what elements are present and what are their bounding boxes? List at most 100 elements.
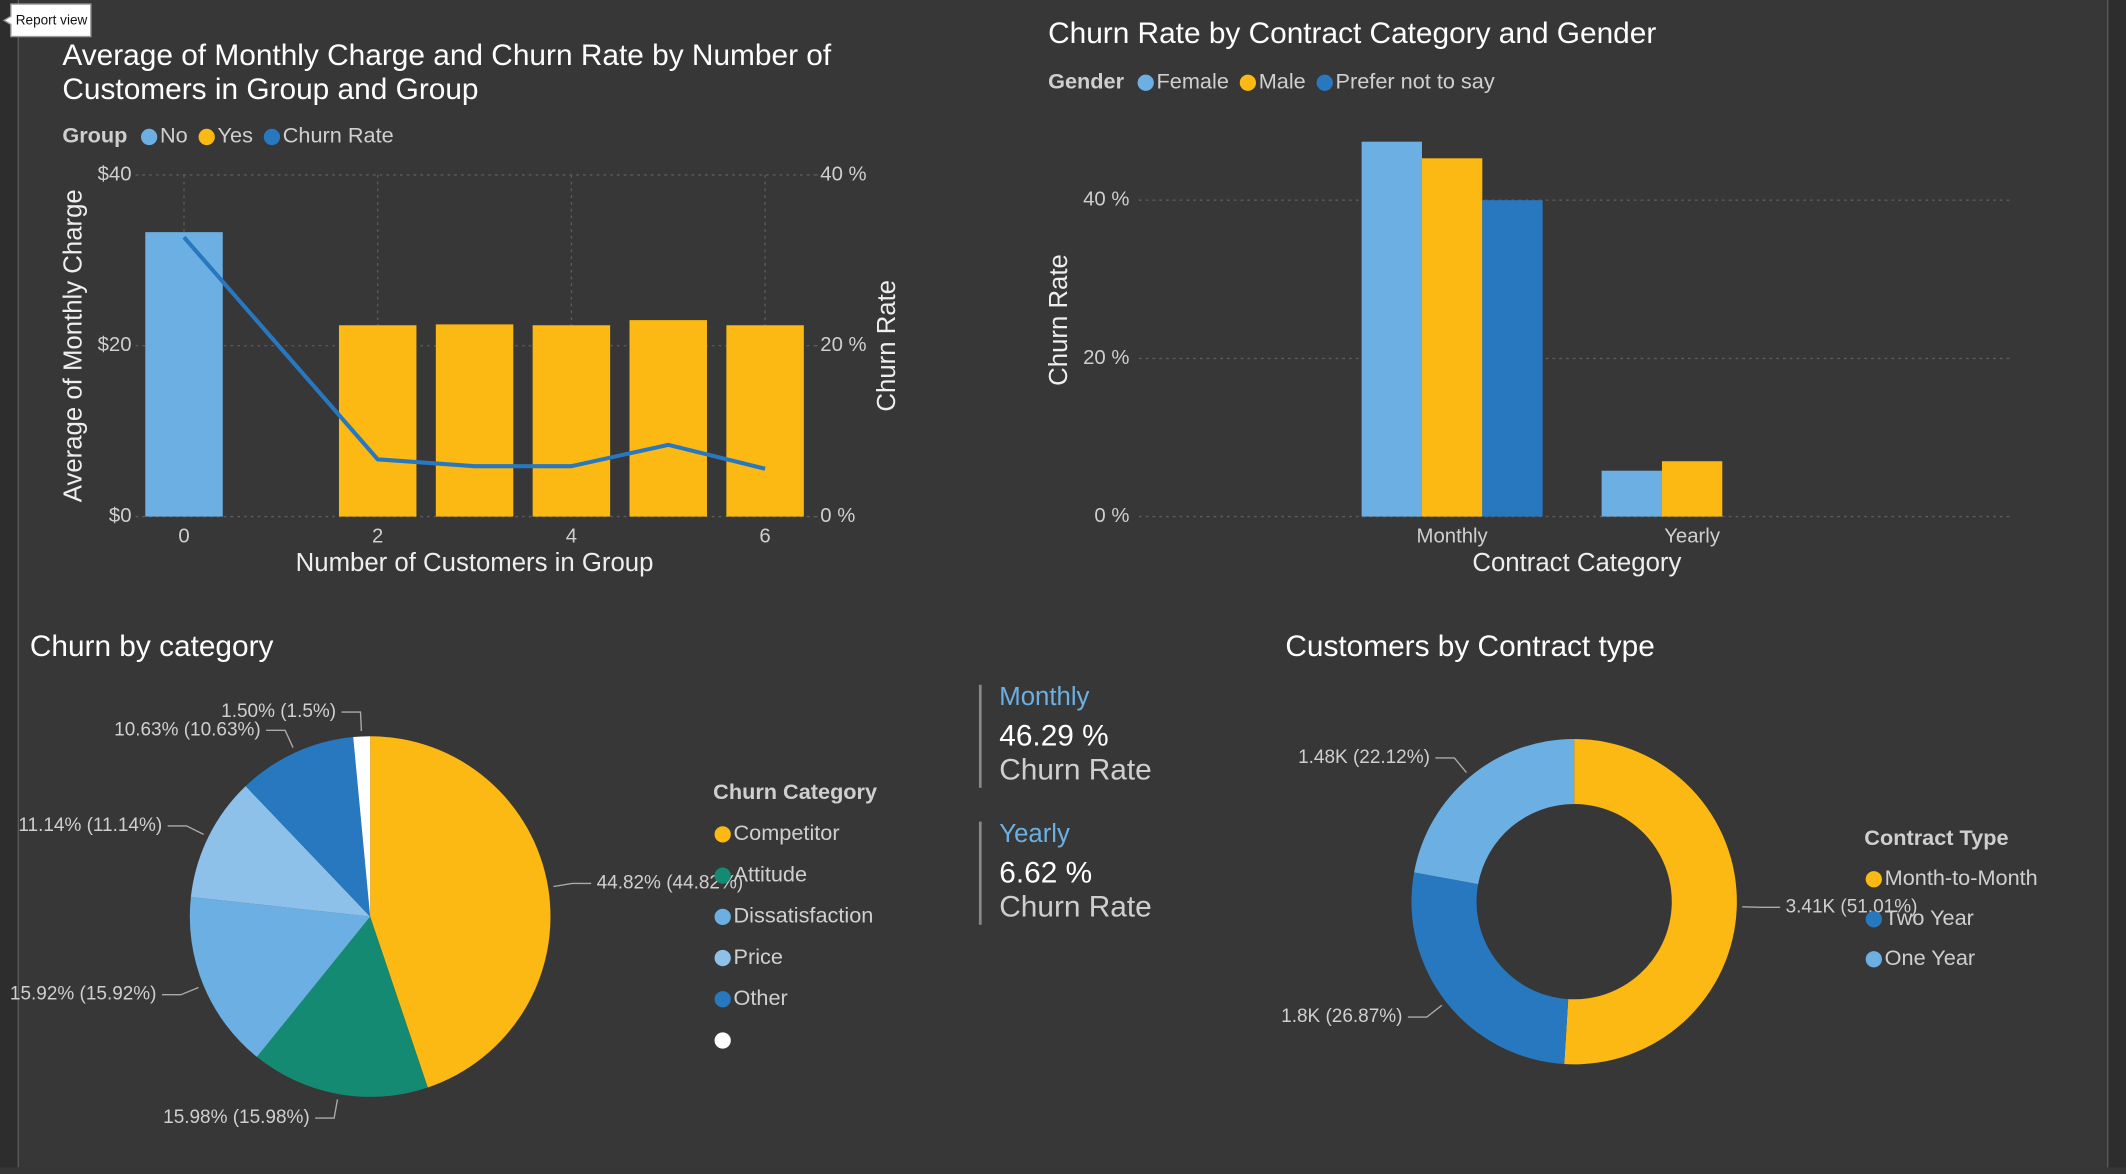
data-label: 1.8K (26.87%) xyxy=(1281,1006,1402,1027)
legend-marker xyxy=(1316,74,1333,91)
bar xyxy=(726,325,804,517)
leader-line xyxy=(266,729,294,748)
legend-title: Churn Category xyxy=(713,779,877,804)
donut-slice xyxy=(1564,738,1737,1065)
pie-slice xyxy=(189,897,371,1057)
leader-line xyxy=(553,882,592,888)
x-tick-label: Yearly xyxy=(1664,525,1721,547)
card-value: 6.62 % xyxy=(999,856,1092,889)
legend-label: Female xyxy=(1157,68,1229,93)
left-frame xyxy=(0,0,18,1168)
y2-tick-label: 20 % xyxy=(820,334,866,356)
pie-slice xyxy=(245,737,371,917)
bar xyxy=(1361,141,1422,517)
y2-tick-label: 40 % xyxy=(820,163,866,185)
card-title: Monthly xyxy=(999,683,1089,711)
legend-label: No xyxy=(160,123,188,148)
leader-line xyxy=(315,1099,339,1119)
chart-title: Churn Rate by Contract Category and Gend… xyxy=(1048,17,1656,50)
card-label: Churn Rate xyxy=(999,890,1151,923)
data-label: 1.50% (1.5%) xyxy=(221,701,336,722)
y-axis-title: Average of Monthly Charge xyxy=(59,189,87,502)
legend-marker xyxy=(140,128,158,146)
legend-marker xyxy=(714,1032,731,1049)
legend-title: Gender xyxy=(1048,68,1124,93)
legend-label: Dissatisfaction xyxy=(734,903,874,928)
legend-title: Contract Type xyxy=(1864,825,2008,850)
pie-slice xyxy=(370,736,551,1088)
legend-marker xyxy=(714,867,731,884)
legend-label: Month-to-Month xyxy=(1885,865,2038,890)
tooltip-box xyxy=(2,3,92,38)
line xyxy=(182,235,766,471)
legend-label: Price xyxy=(734,944,783,969)
legend-label: Prefer not to say xyxy=(1336,68,1495,93)
leader-line xyxy=(1407,1004,1443,1018)
leader-line xyxy=(161,986,199,996)
legend-label: Other xyxy=(734,985,788,1010)
legend-label: Competitor xyxy=(734,820,840,845)
x-tick-label: 0 xyxy=(178,525,189,547)
x-tick-label: 4 xyxy=(566,525,577,547)
bar xyxy=(338,325,417,517)
donut-slice xyxy=(1411,872,1569,1065)
y2-tick-label: 0 % xyxy=(820,505,855,527)
legend-marker xyxy=(1137,74,1154,91)
data-label: 10.63% (10.63%) xyxy=(114,719,261,740)
x-axis-title: Contract Category xyxy=(1472,549,1681,577)
legend-label: Male xyxy=(1259,68,1306,93)
pie-slice xyxy=(353,736,371,917)
bar xyxy=(1601,470,1662,517)
right-frame xyxy=(2107,0,2126,1168)
legend-marker xyxy=(714,908,731,925)
donut-slice xyxy=(1414,738,1575,885)
bar xyxy=(435,324,514,517)
legend-label: One Year xyxy=(1885,945,1975,970)
legend-marker xyxy=(1865,871,1882,888)
bar xyxy=(145,232,223,517)
x-tick-label: 6 xyxy=(759,525,770,547)
data-label: 44.82% (44.82%) xyxy=(597,872,744,893)
data-label: 15.98% (15.98%) xyxy=(163,1107,310,1128)
data-label: 1.48K (22.12%) xyxy=(1298,747,1430,768)
y-tick-label: $40 xyxy=(98,163,132,185)
chart-title: Average of Monthly Charge and Churn Rate… xyxy=(62,37,832,106)
chart-title-box: Average of Monthly Charge and Churn Rate… xyxy=(62,37,832,106)
legend-marker xyxy=(714,949,731,967)
leader-line xyxy=(167,825,204,835)
y-tick-label: $0 xyxy=(109,505,132,527)
card-label: Churn Rate xyxy=(999,753,1151,786)
bar xyxy=(1421,158,1483,517)
data-label: 15.92% (15.92%) xyxy=(10,984,157,1005)
card-value: 46.29 % xyxy=(999,719,1108,752)
bar xyxy=(1661,461,1723,517)
legend-label: Yes xyxy=(218,123,254,148)
legend-label: Attitude xyxy=(734,861,808,886)
data-label: 11.14% (11.14%) xyxy=(18,815,162,836)
leader-line xyxy=(1742,906,1781,909)
y-axis-title: Churn Rate xyxy=(1045,254,1073,386)
legend-label: Churn Rate xyxy=(283,123,394,148)
leader-line xyxy=(341,711,363,732)
leader-line xyxy=(1435,757,1468,773)
pie-slice xyxy=(256,916,428,1097)
chart-title: Customers by Contract type xyxy=(1285,630,1654,663)
bar xyxy=(532,325,611,517)
y-tick-label: 0 % xyxy=(1094,505,1129,527)
y-tick-label: $20 xyxy=(98,334,132,356)
y-tick-label: 20 % xyxy=(1083,347,1129,369)
x-tick-label: 2 xyxy=(372,525,383,547)
legend-marker xyxy=(1865,951,1882,968)
y2-axis-title: Churn Rate xyxy=(873,280,901,412)
legend-marker xyxy=(714,826,731,843)
data-label: 3.41K (51.01%) xyxy=(1786,896,1918,917)
legend-marker xyxy=(1239,74,1257,91)
x-tick-label: Monthly xyxy=(1417,525,1489,547)
legend-marker xyxy=(263,128,281,146)
legend-marker xyxy=(1865,911,1882,928)
y-tick-label: 40 % xyxy=(1083,189,1129,211)
bar xyxy=(629,320,707,517)
legend-marker xyxy=(198,128,215,146)
